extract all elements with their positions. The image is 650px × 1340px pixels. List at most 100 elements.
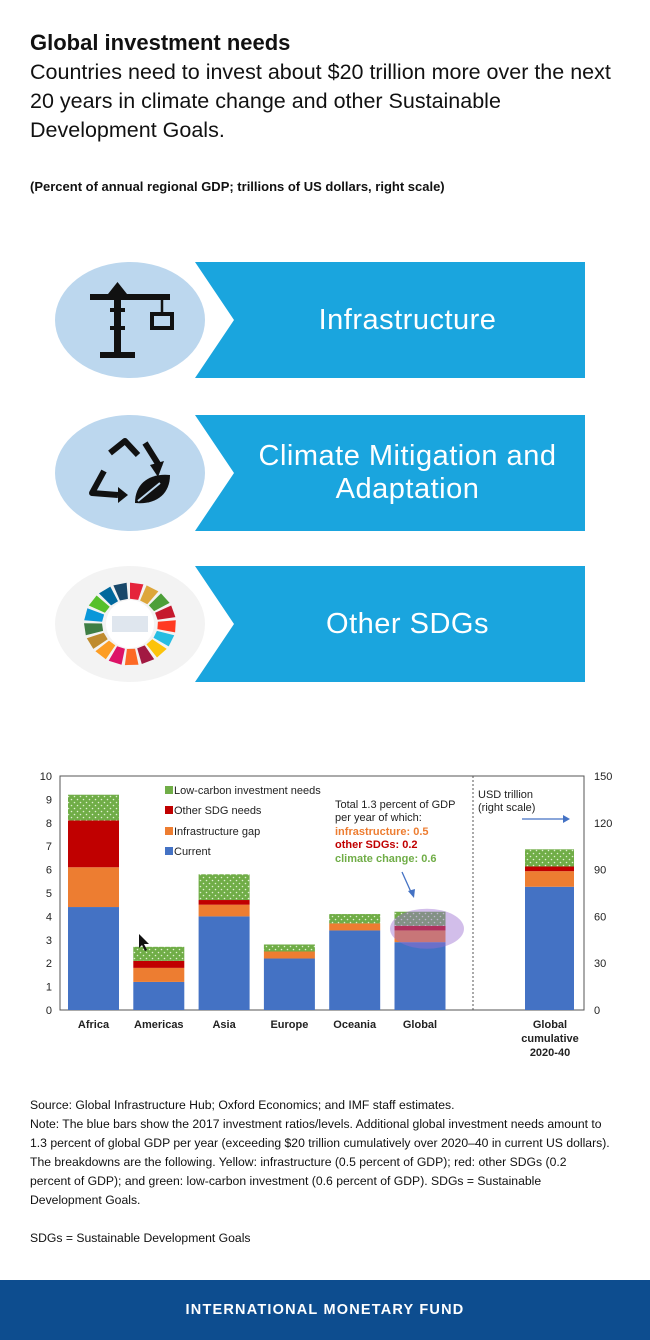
banner-infrastructure: Infrastructure (55, 262, 585, 378)
mouse-cursor-icon (139, 934, 149, 951)
bar-low-carbon-investment-needs (394, 911, 446, 926)
sdg-wheel-segment (124, 648, 139, 666)
y-tick-left: 3 (46, 935, 52, 947)
x-label: Oceania (333, 1019, 377, 1031)
legend-swatch-sdg (165, 806, 173, 814)
y-tick-left: 0 (46, 1005, 52, 1017)
bar-current (329, 930, 381, 1010)
bar-other-sdg-needs (68, 820, 119, 868)
legend-swatch-infra (165, 827, 173, 835)
sdg-wheel-segment (140, 585, 159, 605)
source-text: Source: Global Infrastructure Hub; Oxfor… (30, 1098, 455, 1112)
legend-swatch-current (165, 847, 173, 855)
abbreviation-text: SDGs = Sustainable Development Goals (30, 1231, 251, 1245)
bar-current (68, 907, 119, 1010)
chart-units-caption: (Percent of annual regional GDP; trillio… (30, 179, 445, 194)
bar-current (133, 981, 185, 1010)
y-tick-right: 60 (594, 911, 606, 923)
annotation-infrastructure: infrastructure: 0.5 (335, 826, 429, 838)
sdg-wheel-segment (88, 595, 110, 613)
y-tick-left: 9 (46, 794, 52, 806)
y-tick-left: 7 (46, 841, 52, 853)
legend-current: Current (174, 846, 211, 858)
recycle-leaf-icon (89, 438, 170, 504)
annotation-arrowhead (408, 889, 415, 898)
x-label-cumulative-2: cumulative (521, 1033, 578, 1045)
y-tick-left: 1 (46, 982, 52, 994)
annotation-climate: climate change: 0.6 (335, 853, 437, 865)
right-axis-label-1: USD trillion (478, 789, 533, 801)
sdg-wheel-segment (99, 586, 118, 606)
y-tick-right: 0 (594, 1005, 600, 1017)
bar-current (263, 958, 315, 1010)
sdg-wheel-segment (155, 605, 176, 620)
banner-ribbon (195, 262, 585, 378)
bar-low-carbon-investment-needs (329, 914, 381, 924)
annotation-line-2: per year of which: (335, 812, 422, 824)
page-subtitle: Countries need to invest about $20 trill… (30, 60, 611, 142)
bar-low-carbon-investment-needs (133, 946, 185, 961)
plot-frame (59, 775, 585, 1011)
legend-swatch-lowcarbon (165, 786, 173, 794)
y-tick-right: 90 (594, 865, 606, 877)
y-tick-left: 4 (46, 911, 52, 923)
bar-low-carbon-investment-needs (263, 944, 315, 952)
y-tick-left: 10 (40, 771, 52, 783)
bar-other-sdg-needs (198, 900, 250, 905)
banner-ribbon (195, 415, 585, 531)
global-highlight (390, 908, 464, 949)
y-tick-right: 150 (594, 771, 612, 783)
footer-org: INTERNATIONAL MONETARY FUND (0, 1280, 650, 1340)
legend-infrastructure: Infrastructure gap (174, 826, 260, 838)
y-tick-left: 6 (46, 865, 52, 877)
x-label: Global (403, 1019, 437, 1031)
page-title: Global investment needs (30, 30, 291, 55)
sdg-wheel-segment (84, 608, 105, 622)
sdg-wheel-segment (146, 639, 167, 658)
note-text: Note: The blue bars show the 2017 invest… (30, 1117, 610, 1207)
sdg-wheel-segment (86, 632, 108, 649)
sdg-wheel-segment (148, 593, 170, 612)
bar-cumulative-infrastructure-gap (525, 871, 574, 887)
banner-label: Infrastructure (318, 303, 497, 336)
sdg-wheel-segment (157, 620, 176, 633)
banner-other-sdgs: Other SDGs (55, 566, 585, 682)
bar-infrastructure-gap (133, 967, 185, 982)
crane-icon (90, 282, 174, 358)
right-axis-arrowhead (563, 815, 570, 823)
x-label: Africa (78, 1019, 110, 1031)
x-label-cumulative-1: Global (533, 1019, 567, 1031)
bar-infrastructure-gap (394, 930, 446, 943)
y-tick-right: 120 (594, 818, 612, 830)
bar-current (394, 942, 446, 1010)
notes-block: Source: Global Infrastructure Hub; Oxfor… (30, 1096, 610, 1210)
legend-other-sdg: Other SDG needs (174, 805, 262, 817)
annotation-sdgs: other SDGs: 0.2 (335, 839, 418, 851)
y-tick-right: 30 (594, 958, 606, 970)
sdg-wheel-segment (153, 630, 175, 647)
x-label: Americas (134, 1019, 184, 1031)
banner-icon-disc (55, 566, 205, 682)
y-tick-left: 8 (46, 818, 52, 830)
bar-infrastructure-gap (68, 867, 119, 908)
bar-low-carbon-investment-needs (198, 874, 250, 901)
bar-other-sdg-needs (133, 960, 185, 968)
sdg-wheel-segment (108, 646, 125, 665)
bar-infrastructure-gap (263, 951, 315, 959)
bar-infrastructure-gap (198, 904, 250, 917)
sdg-wheel-segment (84, 623, 104, 636)
bar-cumulative-low-carbon-investment-needs (525, 849, 574, 867)
banner-climate: Climate Mitigation and Adaptation (55, 415, 585, 531)
sdg-wheel-segment (113, 582, 128, 601)
y-tick-left: 2 (46, 958, 52, 970)
sdg-wheel-icon (84, 582, 176, 666)
stacked-bar-chart: 0 1 2 3 4 5 6 7 8 9 10 0 30 60 90 120 150 Africa America… (40, 771, 613, 1059)
banner-icon-disc (55, 415, 205, 531)
bar-low-carbon-investment-needs (68, 794, 119, 821)
banner-icon-disc (55, 262, 205, 378)
banner-label: Climate Mitigation and Adaptation (258, 440, 557, 505)
bar-cumulative-current (525, 886, 574, 1010)
sdg-wheel-segment (130, 582, 144, 600)
right-axis-label-2: (right scale) (478, 802, 535, 814)
annotation-arrow (401, 871, 412, 893)
